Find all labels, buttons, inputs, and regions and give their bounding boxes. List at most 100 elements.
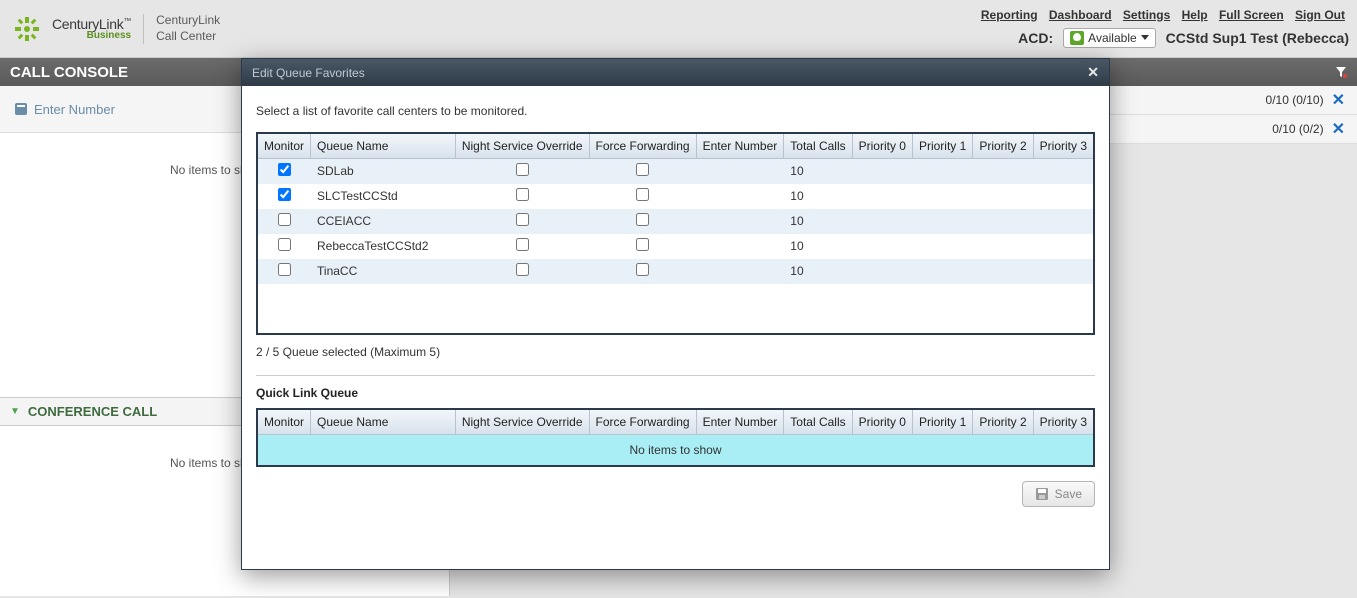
save-icon [1035, 487, 1049, 501]
col-queue-name[interactable]: Queue Name [311, 133, 456, 159]
presence-icon [1070, 31, 1084, 45]
acd-label: ACD: [1018, 30, 1053, 46]
logo-region: CenturyLink™ Business CenturyLink Call C… [14, 13, 220, 44]
table-row: TinaCC 10 [257, 259, 1094, 284]
col-night-service[interactable]: Night Service Override [455, 133, 589, 159]
top-links: Reporting Dashboard Settings Help Full S… [977, 8, 1349, 22]
enter-number-cell [696, 234, 784, 259]
p0-cell [852, 259, 912, 284]
link-settings[interactable]: Settings [1123, 8, 1170, 22]
user-name: CCStd Sup1 Test (Rebecca) [1166, 30, 1349, 46]
col-enter-number[interactable]: Enter Number [696, 133, 784, 159]
expand-icon: ▼ [10, 406, 20, 417]
p3-cell [1033, 209, 1094, 234]
selection-count: 2 / 5 Queue selected (Maximum 5) [256, 345, 1095, 359]
nso-checkbox[interactable] [516, 188, 529, 201]
link-signout[interactable]: Sign Out [1295, 8, 1345, 22]
nso-checkbox[interactable] [516, 213, 529, 226]
monitor-checkbox[interactable] [278, 213, 291, 226]
table-row: CCEIACC 10 [257, 209, 1094, 234]
divider [256, 375, 1095, 376]
table-row: SLCTestCCStd 10 [257, 184, 1094, 209]
p0-cell [852, 184, 912, 209]
nso-checkbox[interactable] [516, 163, 529, 176]
p3-cell [1033, 234, 1094, 259]
chevron-down-icon [1141, 35, 1149, 40]
p0-cell [852, 209, 912, 234]
quick-link-title: Quick Link Queue [256, 386, 1095, 400]
queue-name-cell: SLCTestCCStd [311, 184, 456, 209]
col-monitor[interactable]: Monitor [257, 133, 311, 159]
nso-checkbox[interactable] [516, 263, 529, 276]
link-reporting[interactable]: Reporting [981, 8, 1038, 22]
save-button[interactable]: Save [1022, 481, 1095, 507]
logo-icon [14, 16, 40, 42]
p2-cell [973, 209, 1033, 234]
col-total-calls[interactable]: Total Calls [784, 133, 852, 159]
ff-checkbox[interactable] [636, 238, 649, 251]
col-force-forwarding[interactable]: Force Forwarding [589, 133, 696, 159]
total-calls-cell: 10 [784, 209, 852, 234]
queue-name-cell: RebeccaTestCCStd2 [311, 234, 456, 259]
p3-cell [1033, 259, 1094, 284]
acd-status-text: Available [1088, 31, 1136, 45]
monitor-checkbox[interactable] [278, 263, 291, 276]
dialog-close-icon[interactable]: ✕ [1087, 64, 1099, 81]
p1-cell [912, 234, 972, 259]
nso-checkbox[interactable] [516, 238, 529, 251]
queue-name-cell: TinaCC [311, 259, 456, 284]
edit-queue-favorites-dialog: Edit Queue Favorites ✕ Select a list of … [241, 58, 1110, 570]
monitor-checkbox[interactable] [278, 188, 291, 201]
enter-number-cell [696, 184, 784, 209]
quick-link-table: Monitor Queue Name Night Service Overrid… [256, 408, 1095, 467]
p1-cell [912, 159, 972, 184]
quick-link-empty: No items to show [257, 434, 1094, 466]
p2-cell [973, 259, 1033, 284]
close-stat-1[interactable]: ✕ [1332, 90, 1345, 110]
ff-checkbox[interactable] [636, 163, 649, 176]
filter-icon[interactable] [1335, 66, 1347, 78]
p2-cell [973, 184, 1033, 209]
dialog-title: Edit Queue Favorites [252, 66, 365, 80]
p0-cell [852, 234, 912, 259]
p1-cell [912, 184, 972, 209]
total-calls-cell: 10 [784, 184, 852, 209]
p0-cell [852, 159, 912, 184]
queue-stat-1: 0/10 (0/10) [1266, 93, 1324, 107]
enter-number-cell [696, 209, 784, 234]
favorites-table: Monitor Queue Name Night Service Overrid… [256, 132, 1095, 335]
table-row: SDLab 10 [257, 159, 1094, 184]
queue-name-cell: CCEIACC [311, 209, 456, 234]
col-priority-3[interactable]: Priority 3 [1033, 133, 1094, 159]
enter-number-cell [696, 159, 784, 184]
p3-cell [1033, 184, 1094, 209]
ff-checkbox[interactable] [636, 188, 649, 201]
p2-cell [973, 234, 1033, 259]
p1-cell [912, 209, 972, 234]
link-fullscreen[interactable]: Full Screen [1219, 8, 1284, 22]
dialog-instruction: Select a list of favorite call centers t… [256, 104, 1095, 118]
total-calls-cell: 10 [784, 159, 852, 184]
acd-status-dropdown[interactable]: Available [1063, 28, 1155, 48]
link-help[interactable]: Help [1182, 8, 1208, 22]
link-dashboard[interactable]: Dashboard [1049, 8, 1112, 22]
enter-number-field[interactable]: Enter Number [14, 102, 115, 117]
total-calls-cell: 10 [784, 234, 852, 259]
monitor-checkbox[interactable] [278, 238, 291, 251]
monitor-checkbox[interactable] [278, 163, 291, 176]
app-name: CenturyLink Call Center [156, 13, 220, 44]
total-calls-cell: 10 [784, 259, 852, 284]
p1-cell [912, 259, 972, 284]
col-priority-0[interactable]: Priority 0 [852, 133, 912, 159]
queue-stat-2: 0/10 (0/2) [1272, 122, 1323, 136]
ff-checkbox[interactable] [636, 213, 649, 226]
brand-suffix: Business [52, 31, 131, 41]
col-priority-1[interactable]: Priority 1 [912, 133, 972, 159]
ff-checkbox[interactable] [636, 263, 649, 276]
queue-name-cell: SDLab [311, 159, 456, 184]
logo-divider [143, 14, 144, 44]
console-title: CALL CONSOLE [10, 64, 128, 81]
close-stat-2[interactable]: ✕ [1332, 119, 1345, 139]
col-priority-2[interactable]: Priority 2 [973, 133, 1033, 159]
enter-number-cell [696, 259, 784, 284]
